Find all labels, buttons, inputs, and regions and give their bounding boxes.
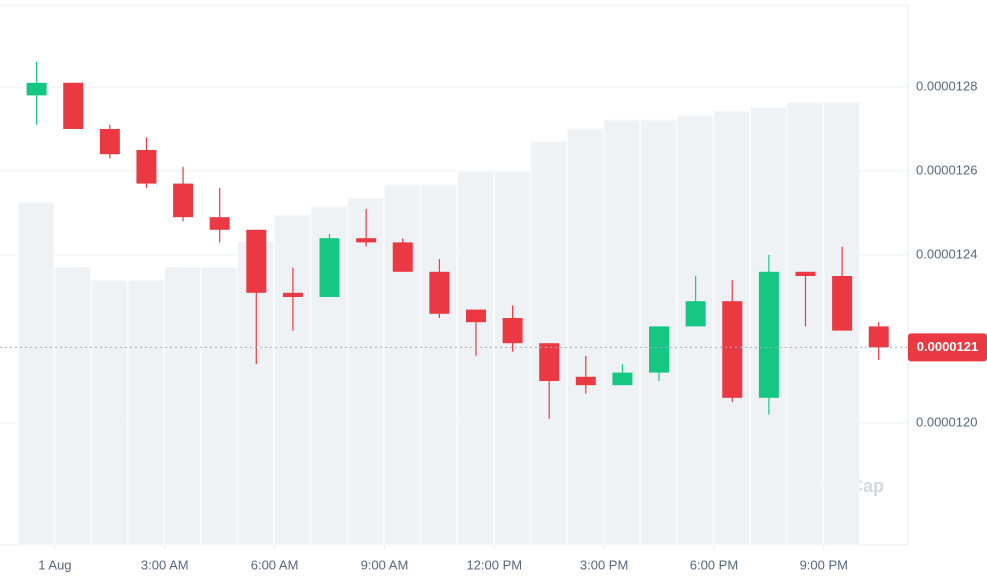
y-tick-label: 0.0000128: [916, 78, 977, 93]
candle-body: [868, 326, 889, 348]
x-tick-label: 1 Aug: [38, 557, 71, 572]
volume-bar: [274, 214, 311, 546]
candle-body: [758, 271, 779, 398]
volume-bar: [676, 115, 714, 546]
volume-bar: [54, 266, 92, 546]
volume-bar: [164, 266, 201, 546]
candle-body: [209, 217, 230, 230]
candle-body: [685, 301, 706, 327]
candle-body: [465, 309, 486, 323]
candle-body: [722, 301, 743, 398]
volume-bar: [603, 119, 641, 546]
y-tick-label: 0.0000126: [916, 162, 977, 177]
volume-bar: [493, 171, 531, 546]
candle-body: [539, 343, 560, 381]
candle-body: [173, 183, 194, 218]
candle-body: [649, 326, 670, 373]
volume-bar: [91, 280, 128, 546]
candle-body: [99, 129, 120, 155]
candle-body: [282, 292, 303, 297]
candle-body: [832, 276, 853, 331]
x-tick-label: 9:00 AM: [361, 557, 409, 572]
candle-body: [502, 318, 523, 344]
volume-bar: [347, 197, 384, 546]
y-tick-label: 0.0000124: [916, 246, 977, 261]
candle-body: [795, 271, 816, 276]
volume-bars: [17, 102, 860, 546]
volume-bar: [17, 201, 55, 546]
candle-body: [319, 238, 340, 297]
x-tick-label: 6:00 AM: [251, 557, 299, 572]
x-tick-label: 3:00 AM: [141, 557, 189, 572]
candle-body: [356, 238, 377, 243]
volume-bar: [420, 184, 458, 546]
volume-bar: [457, 171, 494, 546]
y-tick-label: 0.0000120: [916, 414, 977, 429]
x-tick-label: 9:00 PM: [800, 557, 848, 572]
candle-body: [136, 150, 157, 184]
volume-bar: [200, 266, 238, 546]
volume-bar: [127, 280, 165, 546]
x-tick-label: 12:00 PM: [466, 557, 522, 572]
candle-body: [429, 271, 450, 314]
candle-body: [63, 82, 84, 129]
candles: [26, 61, 889, 419]
candle-body: [575, 376, 596, 386]
volume-bar: [567, 128, 604, 546]
candle-body: [612, 372, 633, 386]
last-price-label: 0.0000121: [917, 339, 978, 354]
candle-body: [26, 82, 47, 96]
last-price-box: [908, 333, 987, 362]
x-tick-label: 6:00 PM: [690, 557, 738, 572]
x-tick-label: 3:00 PM: [580, 557, 628, 572]
candle-body: [246, 229, 267, 293]
candle-body: [392, 242, 413, 272]
